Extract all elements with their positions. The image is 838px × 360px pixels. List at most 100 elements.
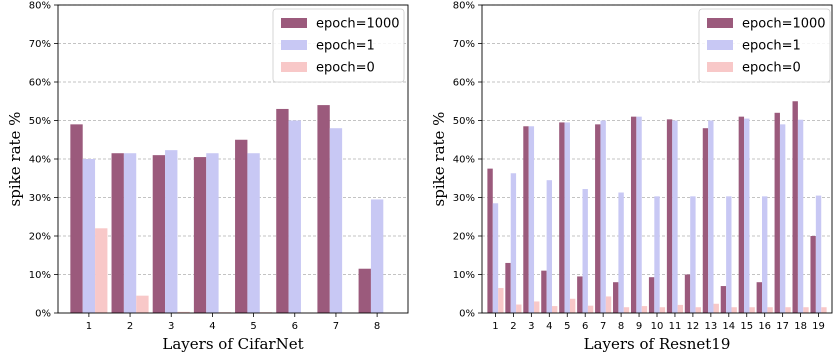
bar <box>713 303 719 313</box>
bar <box>510 173 517 313</box>
bar <box>672 120 678 313</box>
bar <box>738 116 745 314</box>
bar <box>577 276 583 313</box>
bar <box>726 196 732 313</box>
y-tick-label: 50% <box>453 116 475 127</box>
bar <box>534 301 540 313</box>
y-tick-label: 40% <box>29 155 51 166</box>
bar <box>587 305 594 313</box>
y-tick-label: 30% <box>453 193 475 204</box>
bar <box>810 236 816 313</box>
bar <box>803 307 809 313</box>
bar <box>618 192 624 313</box>
bar <box>498 287 504 313</box>
legend-swatch <box>707 40 733 50</box>
bar <box>95 228 108 313</box>
axes-frame <box>481 4 833 314</box>
x-tick-label: 13 <box>704 321 717 332</box>
legend-swatch <box>281 40 307 50</box>
bar <box>792 101 798 313</box>
x-axis-label: Layers of Resnet19 <box>584 335 731 353</box>
x-axis-label: Layers of CifarNet <box>162 335 303 353</box>
x-tick-label: 3 <box>168 321 174 332</box>
y-tick-label: 70% <box>29 39 51 50</box>
y-tick-label: 60% <box>29 78 51 89</box>
legend-swatch <box>707 18 733 28</box>
legend-swatch <box>707 62 733 72</box>
x-tick-label: 7 <box>333 321 339 332</box>
bar <box>523 126 529 314</box>
bar <box>785 307 791 313</box>
bar <box>797 119 804 313</box>
bar <box>779 124 786 313</box>
legend-entry: epoch=1 <box>742 39 801 54</box>
x-tick-label: 8 <box>618 321 624 332</box>
x-tick-label: 1 <box>86 321 92 332</box>
y-tick-label: 0% <box>459 309 475 320</box>
bar <box>70 124 83 313</box>
x-tick-label: 14 <box>722 321 735 332</box>
bar <box>744 118 750 313</box>
x-tick-label: 10 <box>651 321 664 332</box>
legend-entry: epoch=0 <box>316 61 375 76</box>
bar <box>82 159 96 313</box>
bar <box>546 180 552 313</box>
bar <box>641 306 648 313</box>
x-tick-label: 12 <box>687 321 700 332</box>
x-tick-label: 6 <box>582 321 588 332</box>
bar <box>492 203 499 313</box>
bar <box>666 119 673 313</box>
x-tick-label: 5 <box>250 321 256 332</box>
bar <box>815 195 822 313</box>
bar <box>276 108 289 313</box>
bar <box>762 196 768 313</box>
bar <box>630 116 637 314</box>
y-tick-label: 60% <box>453 78 475 89</box>
bar <box>623 307 630 313</box>
x-tick-label: 16 <box>758 321 771 332</box>
bar <box>636 116 642 314</box>
bar <box>582 189 588 313</box>
y-axis-label: spike rate % <box>6 112 24 207</box>
legend-swatch <box>281 62 307 72</box>
legend: epoch=1000 epoch=1 epoch=0 <box>698 8 831 83</box>
y-tick-label: 80% <box>29 1 51 12</box>
bar <box>552 306 558 313</box>
y-tick-label: 40% <box>453 155 475 166</box>
bar <box>152 155 166 313</box>
bar <box>595 124 601 313</box>
y-tick-label: 20% <box>29 232 51 243</box>
bar <box>684 274 691 313</box>
y-tick-label: 20% <box>453 232 475 243</box>
bar <box>165 150 178 313</box>
bar <box>731 307 737 313</box>
legend-entry: epoch=0 <box>742 61 801 76</box>
x-tick-label: 9 <box>636 321 642 332</box>
x-tick-label: 17 <box>776 321 789 332</box>
bar <box>541 270 547 313</box>
legend-entry: epoch=1000 <box>316 17 400 32</box>
bar <box>690 196 696 313</box>
bar <box>123 153 137 313</box>
bar <box>564 122 570 313</box>
bar <box>559 122 565 313</box>
bar <box>247 153 260 313</box>
bar <box>136 295 149 313</box>
bar <box>235 139 248 313</box>
bar <box>370 199 384 313</box>
x-tick-label: 4 <box>546 321 552 332</box>
chart-2: 0%10%20%30%40%50%60%70%80%1 2 3 4 5 6 7 8 9 10 11 1… <box>430 1 833 353</box>
bar <box>487 168 493 313</box>
y-tick-label: 50% <box>29 116 51 127</box>
x-tick-label: 8 <box>374 321 380 332</box>
legend-entry: epoch=1 <box>316 39 375 54</box>
bar <box>659 307 666 313</box>
bar <box>702 128 709 313</box>
bar <box>654 196 660 313</box>
y-tick-label: 80% <box>453 1 475 12</box>
bar <box>569 298 576 313</box>
bar <box>528 126 535 314</box>
bar <box>677 304 684 313</box>
chart-1: 0% 10% 20% 30% 40% 50% 60% 70% 80% 1 2 3 4 5 6 7 8 Layers… <box>6 1 409 353</box>
x-tick-label: 18 <box>794 321 807 332</box>
